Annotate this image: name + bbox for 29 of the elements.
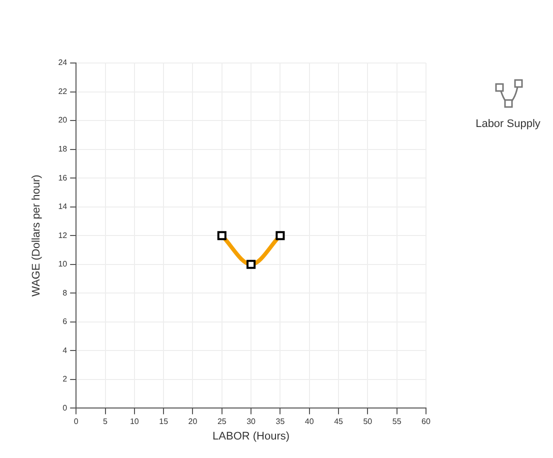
x-tick-label: 60 (422, 417, 431, 426)
x-tick-label: 35 (276, 417, 286, 426)
x-tick-label: 30 (246, 417, 256, 426)
y-tick-label: 2 (62, 374, 68, 384)
y-tick-label: 20 (58, 116, 68, 125)
y-axis-title: WAGE (Dollars per hour) (30, 174, 43, 297)
y-tick-label: 4 (62, 346, 68, 355)
y-tick-label: 18 (58, 144, 68, 154)
x-tick-label: 0 (74, 417, 79, 426)
x-tick-label: 40 (304, 417, 314, 426)
x-tick-label: 25 (217, 417, 227, 426)
y-tick-label: 12 (58, 230, 68, 240)
x-tick-label: 20 (188, 417, 198, 426)
x-tick-label: 5 (103, 417, 108, 426)
y-tick-label: 14 (58, 202, 68, 212)
y-tick-label: 0 (62, 403, 68, 412)
x-tick-label: 10 (130, 417, 140, 426)
x-tick-label: 50 (363, 417, 373, 426)
x-tick-label: 15 (159, 417, 169, 426)
y-tick-label: 16 (58, 173, 68, 182)
text: Labor Supply (474, 118, 542, 130)
x-tick-label: 55 (392, 417, 402, 426)
y-tick-label: 24 (58, 58, 68, 68)
y-tick-label: 8 (62, 288, 68, 298)
x-tick-label: 45 (334, 417, 344, 426)
x-axis-title: LABOR (Hours) (212, 430, 290, 442)
y-tick-label: 6 (62, 317, 68, 326)
y-tick-label: 22 (58, 86, 68, 96)
y-tick-label: 10 (58, 260, 68, 269)
